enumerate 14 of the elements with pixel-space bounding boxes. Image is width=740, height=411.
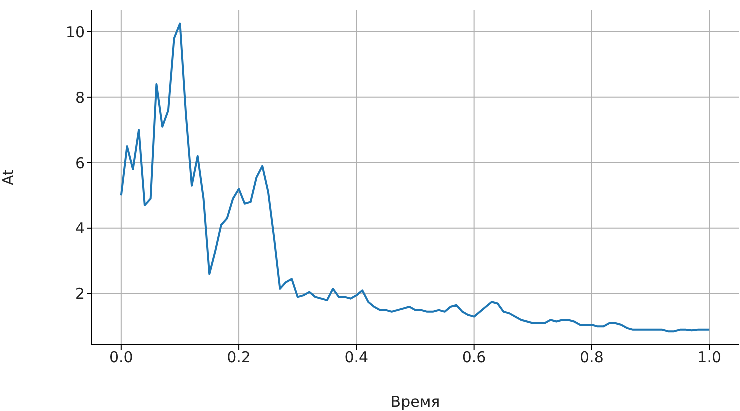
x-axis-title: Время xyxy=(390,393,440,411)
y-tick-label: 4 xyxy=(75,220,85,238)
y-tick-label: 2 xyxy=(75,285,85,304)
y-tick-label: 8 xyxy=(75,88,85,107)
y-tick-label: 6 xyxy=(75,154,85,172)
x-tick-label: 0.8 xyxy=(580,348,604,367)
x-tick-label: 0.2 xyxy=(227,348,251,367)
y-axis-title: At xyxy=(0,169,18,186)
x-tick-label: 0.4 xyxy=(344,348,369,367)
x-tick-label: 0.6 xyxy=(462,348,486,367)
x-tick-label: 0.0 xyxy=(109,348,134,367)
x-tick-label: 1.0 xyxy=(698,348,722,367)
y-tick-label: 10 xyxy=(66,23,85,42)
line-series xyxy=(120,22,711,333)
